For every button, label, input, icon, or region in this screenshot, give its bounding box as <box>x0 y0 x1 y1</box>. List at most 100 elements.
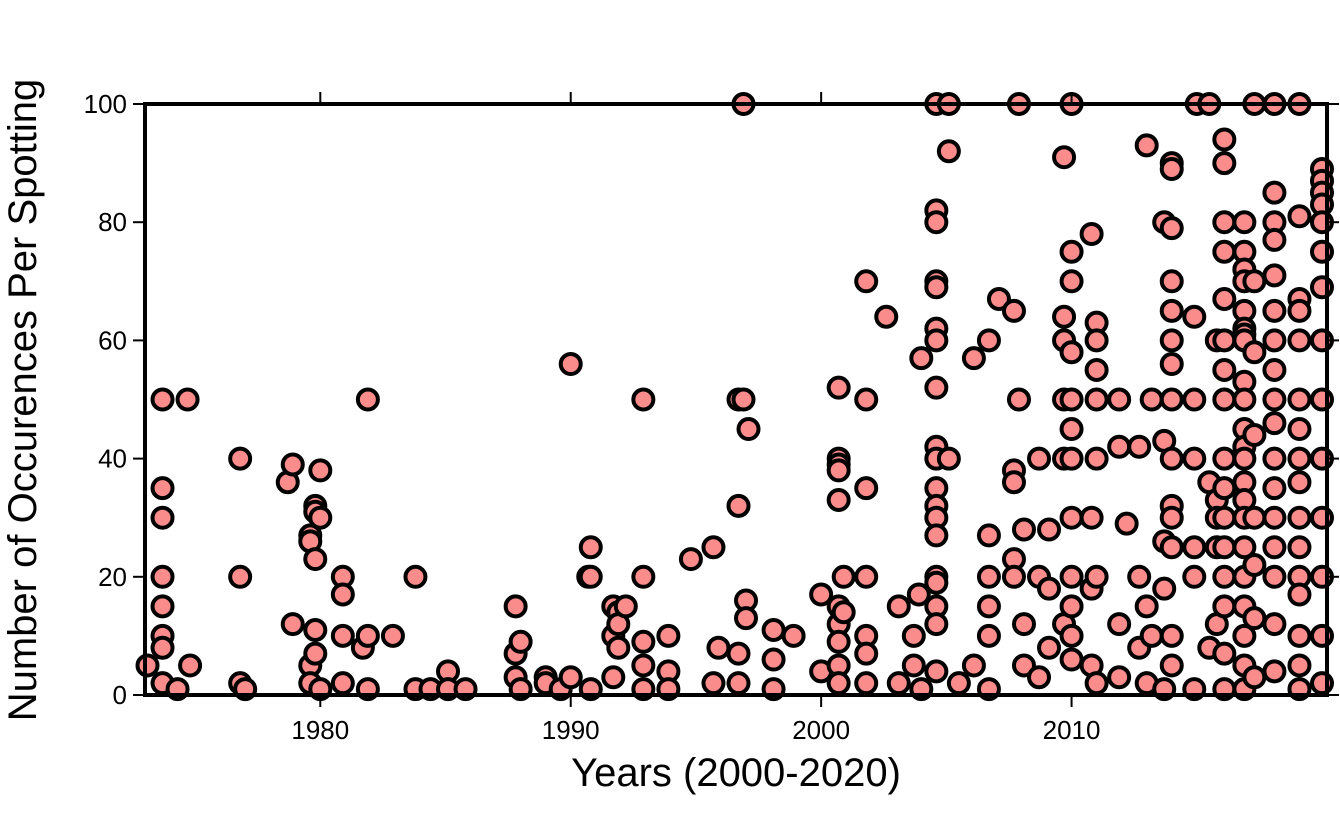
point <box>1232 623 1257 648</box>
point <box>1059 239 1084 264</box>
point <box>1006 387 1031 412</box>
point <box>1001 564 1026 589</box>
point <box>558 352 583 377</box>
point <box>1159 298 1184 323</box>
point <box>678 547 703 572</box>
point <box>1059 623 1084 648</box>
point <box>503 594 528 619</box>
point <box>1159 623 1184 648</box>
point <box>1159 328 1184 353</box>
point <box>1001 298 1026 323</box>
point <box>1287 328 1312 353</box>
point <box>631 653 656 678</box>
point <box>1262 535 1287 560</box>
point <box>1114 511 1139 536</box>
point <box>1037 576 1062 601</box>
point <box>175 387 200 412</box>
point <box>558 665 583 690</box>
point <box>355 623 380 648</box>
point <box>1212 641 1237 666</box>
point <box>1212 357 1237 382</box>
point <box>936 446 961 471</box>
point <box>1232 210 1257 235</box>
point <box>1011 653 1036 678</box>
point <box>1212 210 1237 235</box>
point <box>228 564 253 589</box>
point <box>826 458 851 483</box>
point <box>1059 446 1084 471</box>
point <box>1037 635 1062 660</box>
point <box>976 564 1001 589</box>
point <box>946 671 971 696</box>
point <box>1052 304 1077 329</box>
point <box>854 564 879 589</box>
point <box>1159 505 1184 530</box>
point <box>135 653 160 678</box>
point <box>1134 594 1159 619</box>
point <box>1084 357 1109 382</box>
point <box>330 671 355 696</box>
point <box>1287 535 1312 560</box>
point <box>1059 387 1084 412</box>
point <box>1139 623 1164 648</box>
point <box>1084 446 1109 471</box>
point <box>1242 340 1267 365</box>
point <box>761 647 786 672</box>
point <box>924 523 949 548</box>
point <box>150 476 175 501</box>
point <box>308 505 333 530</box>
point <box>1242 269 1267 294</box>
point <box>906 582 931 607</box>
point <box>1262 328 1287 353</box>
point <box>631 564 656 589</box>
axes: 1980 1990 2000 2010 0 20 40 60 80 100 <box>84 89 1339 745</box>
point <box>1182 446 1207 471</box>
point <box>1212 476 1237 501</box>
point <box>330 623 355 648</box>
point <box>1212 287 1237 312</box>
y-axis-label: Number of Occurences Per Spotting <box>1 79 45 722</box>
point <box>631 629 656 654</box>
point <box>924 375 949 400</box>
point <box>1212 328 1237 353</box>
point <box>1212 594 1237 619</box>
point <box>1212 239 1237 264</box>
y-tick-label: 60 <box>98 325 127 355</box>
point <box>826 487 851 512</box>
point <box>826 671 851 696</box>
point <box>1287 387 1312 412</box>
point <box>936 139 961 164</box>
point <box>1159 216 1184 241</box>
point <box>909 346 934 371</box>
point <box>1159 535 1184 560</box>
point <box>701 535 726 560</box>
point <box>1084 671 1109 696</box>
point <box>826 629 851 654</box>
y-tick-label: 20 <box>98 562 127 592</box>
point <box>1084 328 1109 353</box>
point <box>631 387 656 412</box>
x-axis-label: Years (2000-2020) <box>571 751 901 795</box>
point <box>726 641 751 666</box>
point <box>1152 576 1177 601</box>
x-tick-label: 2010 <box>1043 715 1101 745</box>
point <box>1037 517 1062 542</box>
point <box>1182 304 1207 329</box>
point <box>924 659 949 684</box>
y-tick-label: 80 <box>98 207 127 237</box>
point <box>854 269 879 294</box>
point <box>1107 665 1132 690</box>
plot-frame <box>143 102 1329 697</box>
point <box>854 671 879 696</box>
point <box>1182 564 1207 589</box>
x-tick-label: 1980 <box>291 715 349 745</box>
point <box>1232 446 1257 471</box>
point <box>150 594 175 619</box>
point <box>1107 387 1132 412</box>
x-tick-label: 1990 <box>542 715 600 745</box>
point <box>854 476 879 501</box>
point <box>228 446 253 471</box>
point <box>280 612 305 637</box>
point <box>1287 417 1312 442</box>
